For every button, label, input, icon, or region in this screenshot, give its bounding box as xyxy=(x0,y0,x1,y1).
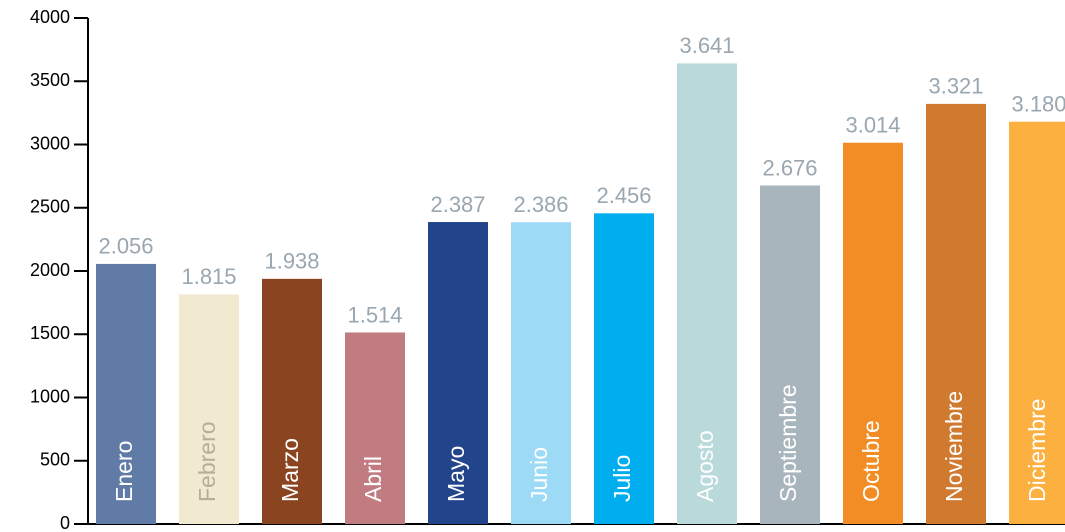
value-label: 2.676 xyxy=(762,155,817,180)
y-tick-label: 1000 xyxy=(30,386,70,406)
bar xyxy=(262,278,322,524)
value-label: 2.386 xyxy=(513,192,568,217)
bar xyxy=(1009,121,1065,524)
bar xyxy=(428,222,488,524)
y-tick-label: 4000 xyxy=(30,7,70,27)
category-label: Octubre xyxy=(858,420,884,502)
bar xyxy=(843,142,903,524)
category-label: Enero xyxy=(111,441,137,502)
category-label: Febrero xyxy=(194,421,220,502)
value-label: 2.456 xyxy=(596,183,651,208)
y-tick-label: 3500 xyxy=(30,70,70,90)
y-tick-label: 3000 xyxy=(30,133,70,153)
category-label: Agosto xyxy=(692,430,718,502)
bar xyxy=(677,63,737,524)
category-label: Mayo xyxy=(443,446,469,502)
value-label: 3.321 xyxy=(928,74,983,99)
value-label: 2.387 xyxy=(430,192,485,217)
category-label: Julio xyxy=(609,455,635,502)
bar xyxy=(926,103,986,525)
value-label: 2.056 xyxy=(98,234,153,259)
y-tick-label: 500 xyxy=(40,450,70,470)
category-label: Diciembre xyxy=(1024,398,1050,502)
bar xyxy=(179,294,239,524)
y-tick-label: 2500 xyxy=(30,197,70,217)
value-label: 1.938 xyxy=(264,249,319,274)
value-label: 3.180 xyxy=(1011,92,1065,117)
y-tick-label: 0 xyxy=(60,513,70,532)
category-label: Noviembre xyxy=(941,391,967,502)
category-label: Septiembre xyxy=(775,384,801,502)
value-label: 3.641 xyxy=(679,33,734,58)
y-tick-label: 2000 xyxy=(30,260,70,280)
category-label: Junio xyxy=(526,447,552,502)
bar xyxy=(594,213,654,525)
bar xyxy=(511,222,571,524)
bar xyxy=(96,263,156,524)
y-tick-label: 1500 xyxy=(30,323,70,343)
value-label: 3.014 xyxy=(845,113,900,138)
value-label: 1.815 xyxy=(181,264,236,289)
category-label: Marzo xyxy=(277,438,303,502)
category-label: Abril xyxy=(360,456,386,502)
value-label: 1.514 xyxy=(347,302,402,327)
bar xyxy=(760,185,820,524)
bar xyxy=(345,332,405,524)
